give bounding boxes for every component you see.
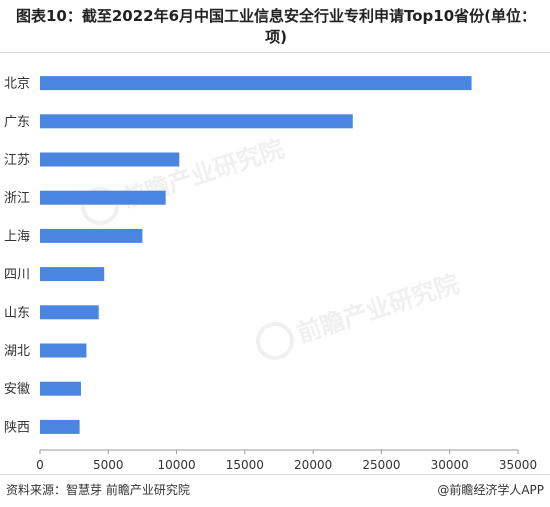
bar-6 [40, 267, 105, 282]
category-label: 山东 [4, 306, 30, 321]
bar-7 [40, 305, 99, 320]
category-label: 北京 [4, 77, 30, 92]
chart-title: 图表10：截至2022年6月中国工业信息安全行业专利申请Top10省份(单位：项… [15, 7, 537, 46]
category-label: 安徽 [4, 382, 30, 397]
credit-note: @前瞻经济学人APP [437, 483, 544, 497]
bar-3 [40, 152, 180, 167]
category-label: 上海 [4, 229, 30, 244]
category-label: 浙江 [4, 191, 30, 206]
category-label: 四川 [4, 268, 30, 283]
x-tick-label: 15000 [226, 458, 264, 472]
bar-5 [40, 228, 143, 243]
category-label: 江苏 [4, 152, 30, 168]
x-tick-label: 30000 [431, 458, 469, 472]
x-tick-label: 5000 [93, 458, 124, 472]
bar-1 [40, 76, 472, 91]
watermark-logo-icon [256, 322, 294, 360]
x-tick-label: 20000 [294, 458, 332, 472]
category-label: 广东 [4, 115, 30, 130]
title-divider [0, 52, 550, 53]
watermark-text: 前瞻产业研究院 [294, 269, 462, 348]
category-label: 湖北 [4, 344, 30, 359]
x-tick-label: 10000 [157, 458, 195, 472]
bar-10 [40, 419, 80, 434]
x-tick-label: 0 [36, 458, 44, 472]
x-tick-label: 35000 [499, 458, 537, 472]
footer: 资料来源：智慧芽 前瞻产业研究院 @前瞻经济学人APP [0, 478, 550, 500]
bar-8 [40, 343, 87, 358]
bar-2 [40, 114, 353, 129]
source-note: 资料来源：智慧芽 前瞻产业研究院 [6, 483, 190, 497]
x-tick-label: 25000 [362, 458, 400, 472]
bar-9 [40, 381, 81, 396]
footer-divider [0, 474, 550, 475]
bar-4 [40, 190, 166, 205]
category-label: 陕西 [4, 420, 30, 435]
